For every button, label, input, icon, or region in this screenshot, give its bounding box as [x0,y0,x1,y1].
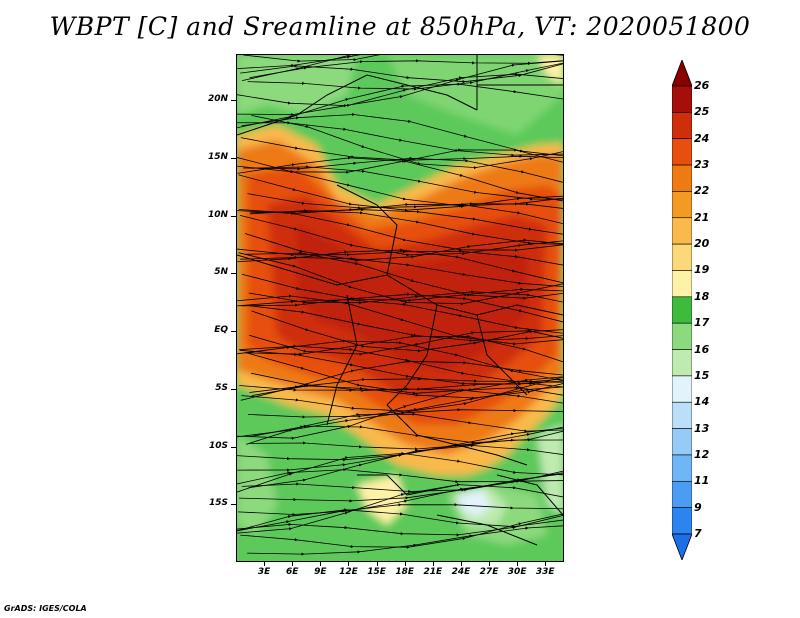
lon-tick [292,562,294,566]
country-borders [237,55,563,546]
colorbar-segment [672,217,692,245]
lon-tick [264,562,266,566]
colorbar-segment [672,138,692,166]
colorbar-level-label: 23 [694,158,710,172]
lon-tick [320,562,322,566]
lat-label: 10S [208,440,228,451]
colorbar-segment [672,85,692,113]
lat-label: 10N [207,209,228,220]
colorbar-level-label: 24 [694,131,710,145]
colorbar-level-label: 21 [694,210,710,224]
colorbar-bottom-triangle [672,533,692,560]
lon-label: 15E [367,567,386,577]
wbpt-field-map [237,55,563,561]
streamline [247,525,563,556]
colorbar-level-label: 22 [694,184,710,198]
colorbar-segment [672,322,692,350]
lat-label: 5N [214,267,228,278]
lon-label: 33E [535,567,555,577]
lon-label: 18E [395,567,415,577]
lat-tick [231,157,236,159]
colorbar-level-label: 26 [694,79,710,92]
lon-label: 21E [423,567,443,577]
colorbar-level-label: 19 [694,263,710,277]
colorbar-segment [672,296,692,324]
colorbar-segment [672,428,692,456]
plot-title: WBPT [C] and Sreamline at 850hPa, VT: 20… [49,12,751,41]
grads-credit: GrADS: IGES/COLA [4,604,87,613]
temperature-shading [237,55,563,561]
colorbar-segment [672,270,692,298]
lat-label: 20N [207,94,228,105]
lon-label: 3E [257,567,271,577]
lon-label: 27E [479,567,499,577]
colorbar-top-triangle [672,60,692,87]
lat-label: EQ [214,325,228,336]
lat-tick [231,446,236,448]
colorbar-level-label: 16 [694,342,710,356]
colorbar-level-label: 12 [694,447,710,461]
colorbar-segment [672,349,692,377]
lon-tick [489,562,491,566]
lon-label: 9E [314,567,327,577]
lon-tick [545,562,547,566]
colorbar [672,60,692,560]
colorbar-segment [672,507,692,535]
colorbar-segment [672,375,692,403]
colorbar-segment [672,164,692,192]
colorbar-level-label: 18 [694,289,710,303]
colorbar-level-label: 14 [694,395,710,409]
lat-label: 5S [215,382,228,393]
lon-tick [404,562,406,566]
lon-label: 12E [339,567,358,577]
colorbar-level-label: 9 [694,500,702,514]
map-panel [236,54,564,562]
lat-tick [231,504,236,506]
lat-tick [231,331,236,333]
colorbar-segment [672,112,692,140]
lat-tick [231,388,236,390]
lat-label: 15N [207,151,228,162]
colorbar-level-label: 7 [694,527,702,540]
colorbar-segment [672,401,692,429]
lon-tick [517,562,519,566]
colorbar-level-label: 20 [694,237,710,251]
lat-tick [231,273,236,275]
lon-label: 30E [507,567,527,577]
lon-tick [432,562,434,566]
colorbar-level-label: 11 [694,474,710,488]
lat-tick [231,100,236,102]
lon-tick [460,562,462,566]
colorbar-segment [672,243,692,271]
streamlines [237,55,563,556]
lat-label: 15S [208,498,228,509]
lat-tick [231,215,236,217]
colorbar-segment [672,454,692,482]
lon-label: 24E [451,567,471,577]
colorbar-segment [672,191,692,219]
colorbar-segment [672,480,692,508]
colorbar-level-label: 15 [694,368,710,382]
lon-tick [348,562,350,566]
colorbar-level-label: 25 [694,105,710,119]
colorbar-level-label: 13 [694,421,710,435]
colorbar-level-label: 17 [694,316,710,330]
lon-tick [376,562,378,566]
lon-label: 6E [286,567,299,577]
